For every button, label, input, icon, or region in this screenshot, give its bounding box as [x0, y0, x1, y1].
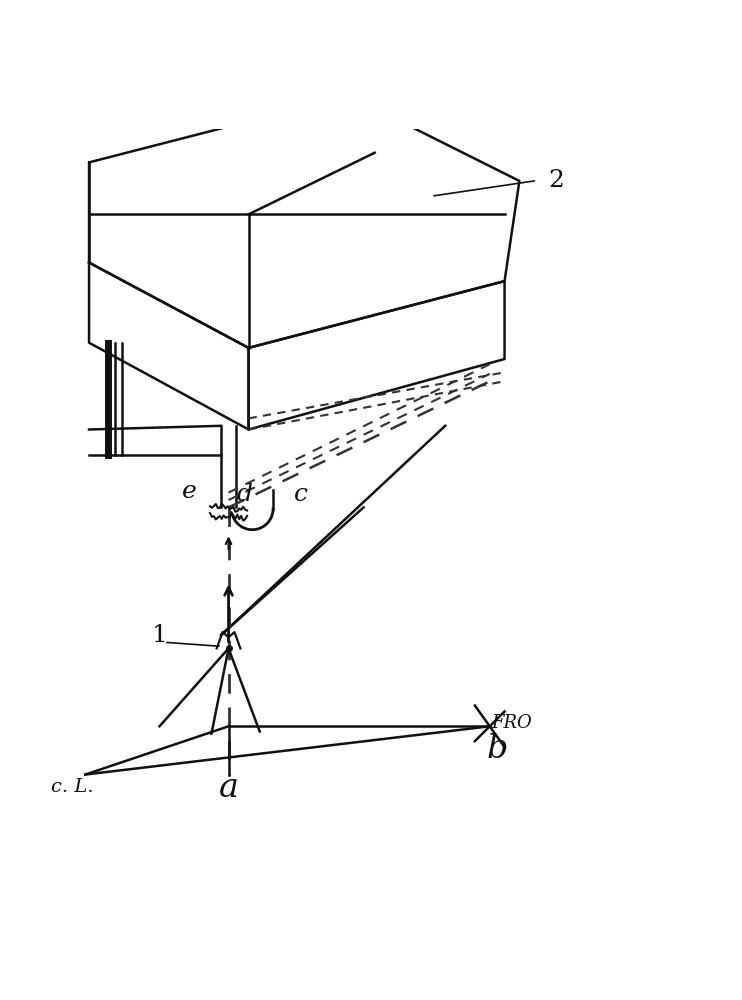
- Text: b: b: [487, 733, 508, 765]
- Text: d: d: [237, 483, 253, 506]
- Text: c. L.: c. L.: [51, 778, 94, 796]
- Text: 2: 2: [548, 169, 565, 192]
- Text: c: c: [294, 483, 307, 506]
- Text: 1: 1: [151, 624, 168, 647]
- Text: e: e: [182, 480, 197, 503]
- Text: FRO: FRO: [492, 714, 532, 732]
- Text: a: a: [219, 772, 238, 804]
